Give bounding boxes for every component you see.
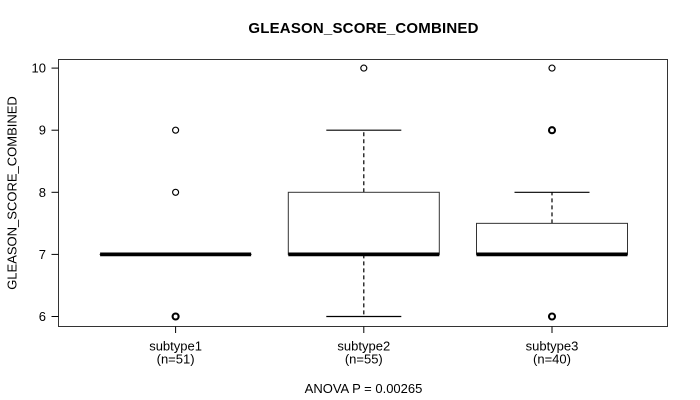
group-sublabel: (n=51) <box>157 352 195 367</box>
group-label: subtype2 <box>337 339 390 354</box>
chart-title: GLEASON_SCORE_COMBINED <box>248 20 479 37</box>
outlier-point <box>547 312 557 321</box>
iqr-box <box>476 222 628 255</box>
anova-p-annotation: ANOVA P = 0.00265 <box>304 381 423 396</box>
outlier-point <box>547 126 557 135</box>
y-tick-label: 6 <box>39 309 46 324</box>
group-sublabel: (n=40) <box>533 352 571 367</box>
group-label: subtype1 <box>149 339 202 354</box>
outlier-point <box>172 188 180 196</box>
plot-border <box>58 59 668 327</box>
group-sublabel: (n=55) <box>345 352 383 367</box>
outlier-point <box>548 64 556 72</box>
y-tick-label: 7 <box>39 247 46 262</box>
iqr-box <box>287 191 440 255</box>
outlier-point <box>171 312 180 321</box>
outlier-point <box>360 64 368 72</box>
outlier-point <box>172 126 180 134</box>
y-tick-label: 9 <box>39 123 46 138</box>
group-label: subtype3 <box>526 339 579 354</box>
y-tick-label: 8 <box>39 185 46 200</box>
y-tick-label: 10 <box>32 61 46 76</box>
